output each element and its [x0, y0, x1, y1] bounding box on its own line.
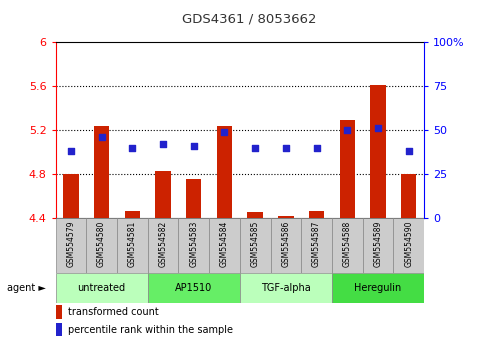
Text: GSM554587: GSM554587: [312, 221, 321, 267]
Bar: [156, 171, 170, 218]
Point: [128, 145, 136, 150]
Bar: [63, 174, 79, 218]
Bar: [370, 85, 386, 218]
Bar: [56, 323, 62, 336]
Text: AP1510: AP1510: [175, 282, 213, 293]
Bar: [186, 179, 201, 218]
Text: GSM554583: GSM554583: [189, 221, 198, 267]
Text: TGF-alpha: TGF-alpha: [261, 282, 311, 293]
Bar: [240, 273, 332, 303]
Bar: [94, 126, 109, 218]
Point: [282, 145, 290, 150]
Bar: [332, 218, 363, 273]
Text: transformed count: transformed count: [68, 307, 158, 317]
Point: [190, 143, 198, 149]
Bar: [332, 273, 424, 303]
Text: Heregulin: Heregulin: [355, 282, 402, 293]
Text: GSM554589: GSM554589: [373, 221, 383, 267]
Point: [98, 134, 105, 140]
Point: [251, 145, 259, 150]
Point: [67, 148, 75, 154]
Bar: [217, 126, 232, 218]
Text: GSM554585: GSM554585: [251, 221, 260, 267]
Point: [343, 127, 351, 133]
Point: [374, 126, 382, 131]
Bar: [301, 218, 332, 273]
Bar: [240, 218, 270, 273]
Bar: [56, 305, 62, 319]
Bar: [363, 218, 393, 273]
Text: agent ►: agent ►: [7, 282, 46, 293]
Text: GSM554580: GSM554580: [97, 221, 106, 267]
Point: [221, 129, 228, 135]
Bar: [270, 218, 301, 273]
Point: [313, 145, 320, 150]
Text: GSM554581: GSM554581: [128, 221, 137, 267]
Text: GSM554579: GSM554579: [66, 221, 75, 267]
Bar: [340, 120, 355, 218]
Bar: [148, 218, 178, 273]
Bar: [393, 218, 424, 273]
Bar: [117, 218, 148, 273]
Point: [405, 148, 412, 154]
Text: GSM554586: GSM554586: [282, 221, 290, 267]
Text: GSM554584: GSM554584: [220, 221, 229, 267]
Text: percentile rank within the sample: percentile rank within the sample: [68, 325, 233, 335]
Point: [159, 141, 167, 147]
Bar: [56, 273, 148, 303]
Text: GDS4361 / 8053662: GDS4361 / 8053662: [182, 12, 316, 25]
Text: GSM554588: GSM554588: [343, 221, 352, 267]
Bar: [209, 218, 240, 273]
Bar: [125, 211, 140, 218]
Bar: [86, 218, 117, 273]
Bar: [401, 174, 416, 218]
Text: GSM554582: GSM554582: [158, 221, 168, 267]
Bar: [178, 218, 209, 273]
Text: untreated: untreated: [78, 282, 126, 293]
Text: GSM554590: GSM554590: [404, 221, 413, 267]
Bar: [278, 216, 294, 218]
Bar: [56, 218, 86, 273]
Bar: [148, 273, 240, 303]
Bar: [309, 211, 324, 218]
Bar: [247, 212, 263, 218]
